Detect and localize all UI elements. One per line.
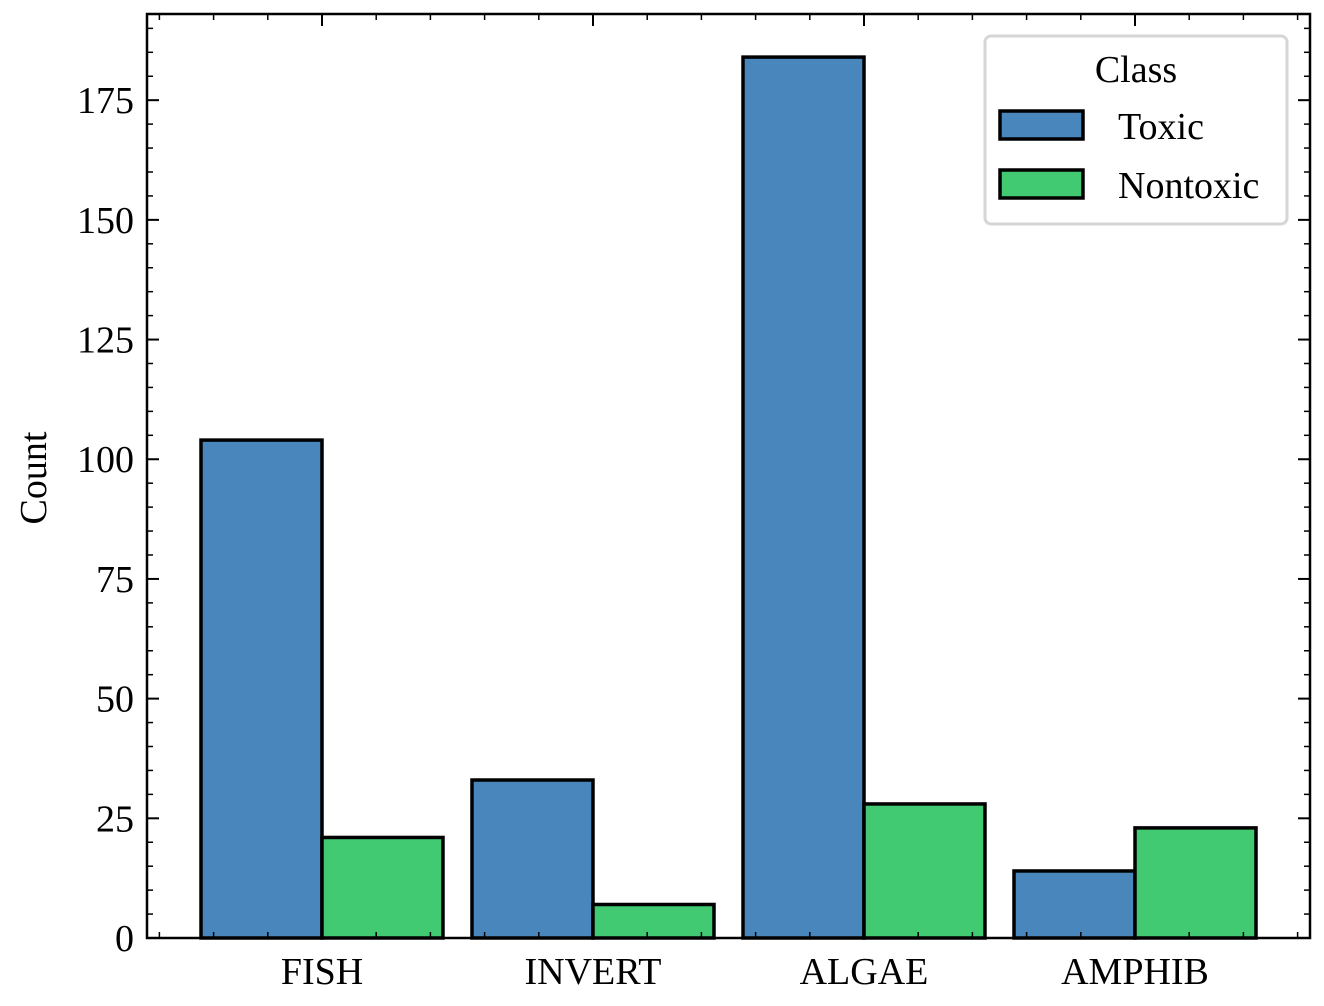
legend-swatch-toxic — [998, 109, 1085, 141]
x-tick-label: FISH — [281, 951, 363, 993]
bar-nontoxic-invert — [591, 902, 716, 940]
bar-toxic-algae — [741, 55, 866, 940]
y-tick-label: 150 — [77, 200, 134, 242]
bar-nontoxic-fish — [320, 835, 445, 940]
legend-label-toxic: Toxic — [1118, 106, 1204, 148]
plot-area — [199, 55, 1258, 940]
legend-label-nontoxic: Nontoxic — [1118, 165, 1259, 207]
x-tick-label: AMPHIB — [1061, 951, 1209, 993]
bar-nontoxic-amphib — [1133, 826, 1258, 940]
bar-nontoxic-algae — [862, 802, 987, 940]
bar-toxic-amphib — [1012, 869, 1137, 940]
y-tick-label: 175 — [77, 80, 134, 122]
y-tick-label: 100 — [77, 439, 134, 481]
legend-swatch-nontoxic — [998, 168, 1085, 200]
y-tick-label: 25 — [96, 798, 134, 840]
y-axis: 0 25 50 75 100 125 150 175 — [77, 27, 1310, 960]
x-tick-label: ALGAE — [800, 951, 929, 993]
bar-toxic-invert — [470, 778, 595, 940]
y-tick-label: 75 — [96, 559, 134, 601]
legend-title: Class — [1095, 49, 1177, 91]
x-tick-label: INVERT — [524, 951, 661, 993]
y-axis-title: Count — [13, 431, 55, 524]
axes-frame — [145, 12, 1312, 940]
y-tick-label: 50 — [96, 679, 134, 721]
legend: Class Toxic Nontoxic — [983, 34, 1289, 226]
bar-toxic-fish — [199, 438, 324, 940]
y-tick-label: 125 — [77, 320, 134, 362]
x-axis: FISH INVERT ALGAE AMPHIB — [158, 14, 1299, 993]
y-tick-label: 0 — [115, 918, 134, 960]
